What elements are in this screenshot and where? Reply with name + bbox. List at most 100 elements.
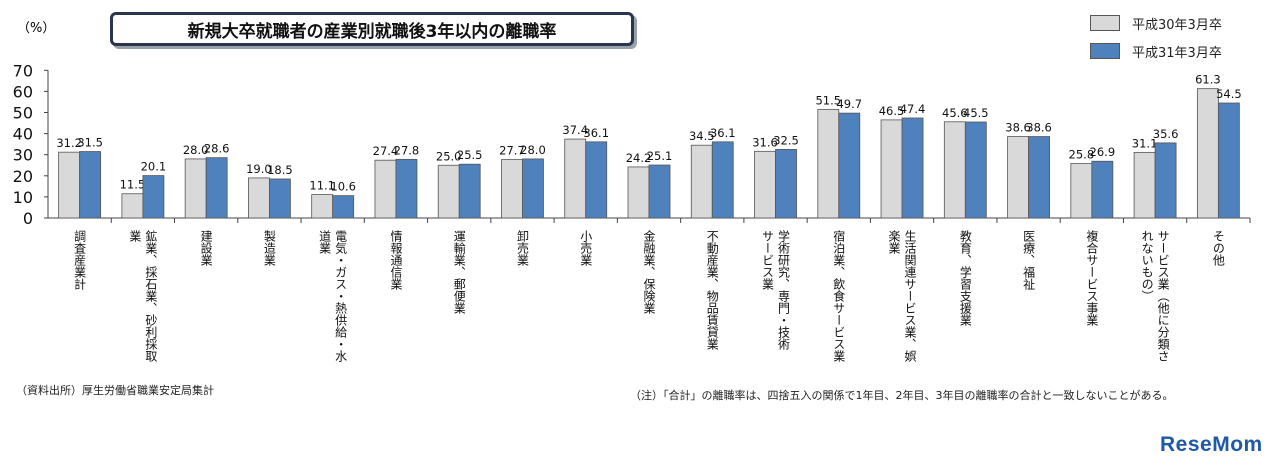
bar-h30 xyxy=(1070,163,1093,219)
data-label: 34.5 xyxy=(689,129,715,143)
bar-h30 xyxy=(374,159,397,219)
y-tick-label: 20 xyxy=(13,167,33,186)
source-note: （資料出所）厚生労働省職業安定局集計 xyxy=(16,384,214,397)
x-category-label: 複合サービス事業 xyxy=(1085,229,1099,326)
data-label: 31.2 xyxy=(56,136,82,150)
data-label: 25.1 xyxy=(647,149,673,163)
data-label: 27.4 xyxy=(373,144,399,158)
legend-item-h31: 平成31年3月卒 xyxy=(1090,40,1222,62)
x-category-label: れないもの） xyxy=(1140,230,1154,302)
data-label: 49.7 xyxy=(836,97,862,111)
data-label: 38.6 xyxy=(1005,121,1031,135)
data-label: 25.0 xyxy=(436,149,462,163)
bar-h30 xyxy=(248,177,270,219)
x-category-label: 宿泊業、飲食サービス業 xyxy=(832,229,846,362)
legend-label-h30: 平成30年3月卒 xyxy=(1132,17,1222,33)
bar-h31 xyxy=(522,158,544,219)
y-tick-label: 10 xyxy=(13,188,33,207)
data-label: 31.6 xyxy=(752,135,778,149)
bar-h31 xyxy=(585,141,608,219)
y-tick-label: 30 xyxy=(13,146,33,165)
y-tick-label: 0 xyxy=(23,209,33,228)
bar-h30 xyxy=(121,193,144,219)
data-label: 54.5 xyxy=(1216,87,1242,101)
data-label: 11.1 xyxy=(309,179,335,193)
bar-h31 xyxy=(838,112,861,219)
bar-h31 xyxy=(205,157,228,219)
data-label: 19.0 xyxy=(246,162,272,176)
bar-h30 xyxy=(501,159,523,219)
data-label: 36.1 xyxy=(710,126,736,140)
x-category-label: 業 xyxy=(128,230,142,242)
x-category-label: 金融業、保険業 xyxy=(642,229,656,314)
bar-h30 xyxy=(58,151,81,219)
data-label: 37.4 xyxy=(562,123,588,137)
x-category-label: 製造業 xyxy=(262,230,276,266)
x-category-label: 卸売業 xyxy=(515,229,529,266)
x-category-label: サービス業（他に分類さ xyxy=(1156,230,1170,362)
data-label: 38.6 xyxy=(1026,121,1052,135)
bar-h31 xyxy=(648,164,671,219)
data-label: 27.7 xyxy=(499,144,525,158)
bar-h30 xyxy=(437,164,460,219)
footnote: （注）「合計」の離職率は、四捨五入の関係で1年目、2年目、3年目の離職率の合計と… xyxy=(630,389,1174,402)
x-category-label: 医療、福祉 xyxy=(1022,230,1036,291)
x-category-label: 鉱業、採石業、砂利採取 xyxy=(144,229,158,362)
x-category-label: 道業 xyxy=(318,230,332,254)
x-category-label: 調査産業計 xyxy=(73,230,87,290)
bar-h31 xyxy=(711,141,734,219)
bar-h30 xyxy=(311,194,334,219)
legend-label-h31: 平成31年3月卒 xyxy=(1132,45,1222,61)
legend-swatch-h31 xyxy=(1090,43,1120,59)
bar-h30 xyxy=(1133,151,1156,219)
data-label: 11.5 xyxy=(120,178,146,192)
bar-h30 xyxy=(184,158,207,219)
bar-h31 xyxy=(775,149,797,219)
bar-h30 xyxy=(1007,136,1029,219)
legend-swatch-h30 xyxy=(1090,15,1120,31)
bar-h30 xyxy=(880,119,903,219)
data-label: 47.4 xyxy=(900,102,926,116)
bar-h30 xyxy=(564,138,587,219)
data-label: 24.2 xyxy=(626,151,652,165)
chart-title: 新規大卒就職者の産業別就職後3年以内の離職率 xyxy=(110,12,634,46)
bar-h31 xyxy=(901,117,924,219)
x-category-label: 小売業 xyxy=(579,230,593,266)
x-category-label: サービス業 xyxy=(761,230,775,290)
data-label: 18.5 xyxy=(267,163,293,177)
bar-h31 xyxy=(458,163,481,219)
x-category-label: 建設業 xyxy=(199,230,213,266)
data-label: 32.5 xyxy=(773,133,799,147)
bar-h31 xyxy=(269,178,291,219)
x-category-label: 不動産業、物品賃貸業 xyxy=(705,230,719,350)
data-label: 20.1 xyxy=(141,160,167,174)
y-unit-label: （%） xyxy=(17,21,55,36)
data-label: 46.5 xyxy=(879,104,905,118)
data-label: 10.6 xyxy=(330,180,356,194)
bar-h31 xyxy=(395,158,418,219)
data-label: 51.5 xyxy=(815,93,841,107)
data-label: 31.1 xyxy=(1132,136,1158,150)
legend-item-h30: 平成30年3月卒 xyxy=(1090,12,1222,34)
x-category-label: 電気・ガス・熱供給・水 xyxy=(334,230,348,362)
x-category-label: 教育、学習支援業 xyxy=(958,229,972,326)
data-label: 45.5 xyxy=(963,106,989,120)
bar-h30 xyxy=(690,144,713,219)
bar-h30 xyxy=(817,108,840,219)
data-label: 35.6 xyxy=(1153,127,1179,141)
x-category-label: 楽業 xyxy=(887,230,901,254)
bar-h31 xyxy=(332,195,355,219)
bar-h31 xyxy=(1154,142,1177,219)
logo: ReseMom xyxy=(1160,433,1263,456)
data-label: 45.6 xyxy=(942,106,968,120)
chart-title-text: 新規大卒就職者の産業別就職後3年以内の離職率 xyxy=(187,21,557,42)
y-tick-label: 40 xyxy=(13,125,33,144)
data-label: 28.0 xyxy=(520,143,546,157)
x-category-label: 生活関連サービス業、娯 xyxy=(903,230,917,363)
data-label: 28.0 xyxy=(183,143,209,157)
data-label: 28.6 xyxy=(204,142,230,156)
data-label: 25.8 xyxy=(1069,148,1095,162)
x-category-label: 情報通信業 xyxy=(389,230,403,290)
data-label: 26.9 xyxy=(1090,145,1116,159)
